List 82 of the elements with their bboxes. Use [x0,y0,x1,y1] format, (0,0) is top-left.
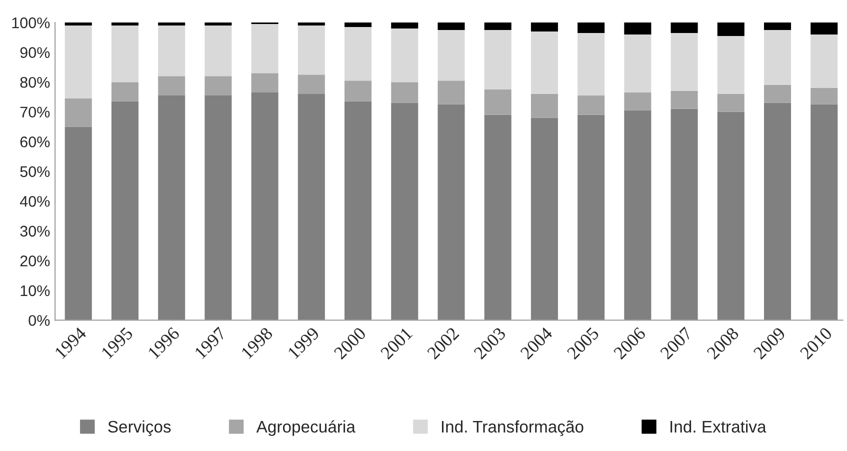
bar [251,73,278,92]
bar [438,30,465,81]
bar [251,92,278,320]
bar [670,32,698,92]
bar [484,114,512,320]
bar [624,92,652,110]
bar [764,85,792,103]
bar [578,114,605,320]
bar [810,88,838,104]
bar [344,27,372,81]
bar [578,95,605,115]
legend-label: Agropecuária [256,420,356,436]
bar [158,95,186,320]
bar [298,22,325,26]
bar [764,30,792,86]
bar [204,26,232,76]
y-tick-label: 0% [28,315,50,326]
bar [810,22,838,34]
bar [810,34,838,88]
bar [391,82,418,103]
bar [810,104,838,320]
bar [111,26,138,82]
y-tick-label: 30% [20,226,50,237]
bar [578,32,605,96]
bar [298,26,325,75]
bar [438,22,465,30]
bar [344,80,372,102]
y-tick-label: 10% [20,285,50,296]
bar [251,24,278,74]
bar [530,118,558,320]
bar [111,101,138,320]
bar [158,26,186,76]
legend-label: Serviços [108,420,171,436]
bar [111,22,138,26]
bar [64,126,92,320]
bar [391,22,418,29]
bar [624,22,652,34]
legend-label: Ind. Extrativa [670,420,766,433]
y-tick-label: 40% [20,196,50,207]
bar [717,112,744,320]
bar [438,80,465,104]
bar [530,31,558,94]
bar [484,90,512,115]
y-tick-label: 20% [20,256,50,266]
bar [64,26,92,98]
bar [717,94,744,112]
bar [204,22,232,26]
y-tick-label: 100% [12,17,50,28]
bar [764,22,792,30]
y-tick-label: 70% [20,106,50,118]
bar [484,22,512,30]
bar [484,30,512,90]
bar [670,22,698,33]
bar [158,76,186,96]
bar [530,22,558,32]
bar [344,22,372,28]
y-tick-label: 50% [20,166,50,178]
bar [624,34,652,92]
bar [204,76,232,96]
bar [624,110,652,320]
bar [158,22,186,26]
bar [64,22,92,26]
bar [391,102,418,320]
bar [298,94,325,320]
y-tick-label: 90% [20,47,50,58]
bar [111,82,138,102]
bar [438,104,465,320]
bar [578,22,605,33]
legend-label: Ind. Transformação [442,420,584,436]
bar [717,36,744,94]
bar [717,22,744,36]
bar [204,95,232,320]
bar [670,91,698,109]
y-tick-label: 80% [20,76,50,88]
bar [764,102,792,320]
bar [298,74,325,94]
bar [344,101,372,320]
y-tick-label: 60% [20,136,50,148]
bar [530,94,558,118]
bar [391,28,418,82]
bar [64,98,92,127]
bar [670,108,698,320]
